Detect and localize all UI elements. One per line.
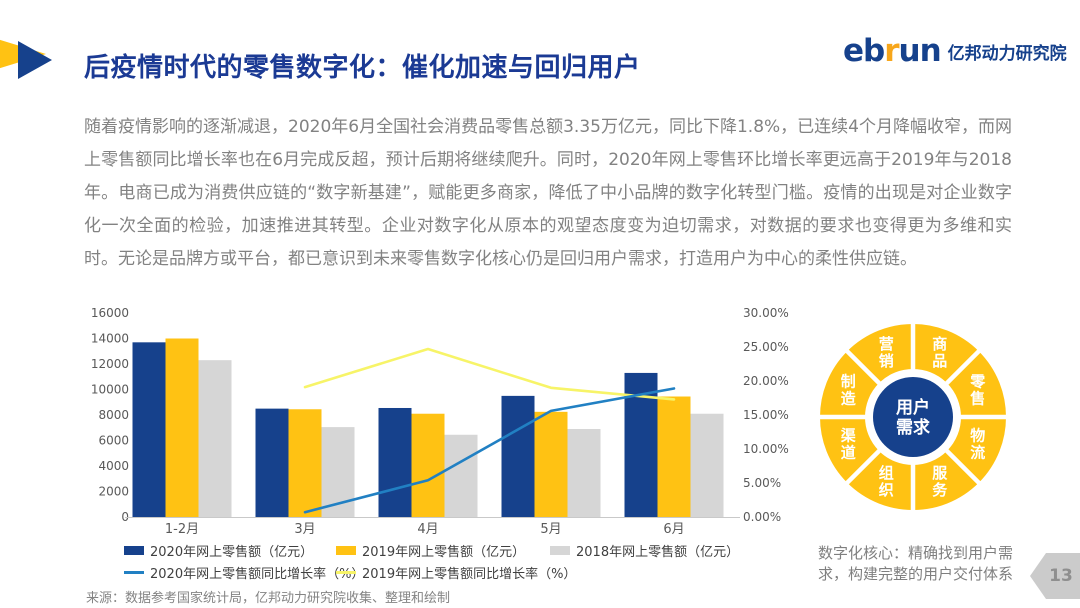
brand-wordmark: ebrun <box>843 33 942 69</box>
left-axis-tick: 10000 <box>91 383 129 397</box>
diagram-caption: 数字化核心：精确找到用户需 求，构建完整的用户交付体系 <box>818 543 1013 585</box>
right-axis-tick: 30.00% <box>743 306 789 320</box>
bar-2018年网上零售额（亿元）-5月 <box>567 429 601 517</box>
wheel-divider <box>942 346 984 388</box>
bar-2019年网上零售额（亿元）-4月 <box>411 413 445 517</box>
growth-line-2019年网上零售额同比增长率（%） <box>303 347 676 401</box>
bar-2020年网上零售额（亿元）-3月 <box>255 408 289 517</box>
legend-label: 2019年网上零售额（亿元） <box>362 544 526 560</box>
legend-swatch-2019-bar <box>336 545 356 555</box>
wheel-center-circle <box>873 377 953 457</box>
page-title: 后疫情时代的零售数字化：催化加速与回归用户 <box>84 53 641 84</box>
chart-legend: 2020年网上零售额（亿元） 2019年网上零售额（亿元） 2018年网上零售额… <box>85 539 805 583</box>
x-category-label: 3月 <box>294 522 315 537</box>
legend-swatch-2020-bar <box>124 545 144 555</box>
bar-2020年网上零售额（亿元）-4月 <box>378 407 412 517</box>
bar-2019年网上零售额（亿元）-3月 <box>288 409 322 517</box>
left-axis-tick: 6000 <box>98 434 129 448</box>
bar-2018年网上零售额（亿元）-1-2月 <box>198 360 232 517</box>
legend-item-2019-bar: 2019年网上零售额（亿元） <box>336 541 550 560</box>
left-axis-tick: 14000 <box>91 332 129 346</box>
bar-2019年网上零售额（亿元）-1-2月 <box>165 338 199 517</box>
legend-label: 2020年网上零售额（亿元） <box>150 544 314 560</box>
chart-canvas: 02000400060008000100001200014000160000.0… <box>91 306 789 537</box>
bar-2020年网上零售额（亿元）-1-2月 <box>132 342 166 517</box>
legend-swatch-2018-bar <box>550 545 570 555</box>
bar-2019年网上零售额（亿元）-5月 <box>534 411 568 517</box>
brand-logo: ebrun 亿邦动力研究院 <box>843 36 1067 67</box>
legend-item-2019-line: 2019年网上零售额同比增长率（%） <box>336 563 576 582</box>
right-axis-tick: 0.00% <box>743 510 781 524</box>
legend-item-2020-line: 2020年网上零售额同比增长率（%） <box>124 563 364 582</box>
legend-label: 2020年网上零售额同比增长率（%） <box>150 566 365 582</box>
wheel-segment-label: 制造 <box>841 373 856 408</box>
growth-line-2020年网上零售额同比增长率（%） <box>303 387 676 514</box>
wheel-segment-label: 物流 <box>970 426 985 461</box>
header-arrow-blue-icon <box>18 41 52 79</box>
wheel-segment-label: 商品 <box>932 335 947 370</box>
legend-label: 2018年网上零售额（亿元） <box>576 544 740 560</box>
bar-2020年网上零售额（亿元）-5月 <box>501 395 535 517</box>
wheel-center-label: 需求 <box>896 417 930 438</box>
body-paragraph: 随着疫情影响的逐渐减退，2020年6月全国社会消费品零售总额3.35万亿元，同比… <box>84 117 1012 269</box>
bar-2018年网上零售额（亿元）-4月 <box>444 434 478 517</box>
caption-line: 数字化核心：精确找到用户需 <box>818 544 1014 562</box>
legend-row: 2020年网上零售额同比增长率（%） 2019年网上零售额同比增长率（%） <box>124 561 805 583</box>
brand-accent-letter: r <box>884 33 899 69</box>
brand-part: eb <box>843 33 885 69</box>
wheel-center-label: 用户 <box>896 397 930 418</box>
wheel-divider <box>942 446 984 488</box>
left-axis-tick: 4000 <box>98 459 129 473</box>
wheel-segment-label: 服务 <box>932 464 948 499</box>
right-axis-tick: 20.00% <box>743 374 789 388</box>
left-axis-tick: 2000 <box>98 485 129 499</box>
legend-swatch-2019-line <box>336 570 356 574</box>
x-category-label: 1-2月 <box>165 522 199 537</box>
wheel-segment-label: 组织 <box>879 464 894 499</box>
legend-item-2020-bar: 2020年网上零售额（亿元） <box>124 541 336 560</box>
wheel-divider <box>842 346 884 388</box>
brand-part: un <box>898 33 942 69</box>
wheel-segment-label: 营销 <box>879 335 894 370</box>
bar-2018年网上零售额（亿元）-6月 <box>690 413 724 517</box>
legend-item-2018-bar: 2018年网上零售额（亿元） <box>550 541 739 560</box>
left-axis-tick: 12000 <box>91 357 129 371</box>
x-category-label: 4月 <box>417 522 438 537</box>
left-axis-tick: 8000 <box>98 408 129 422</box>
retail-combo-chart: 02000400060008000100001200014000160000.0… <box>85 300 805 606</box>
wheel-segment-label: 渠道 <box>841 426 856 461</box>
right-axis-tick: 15.00% <box>743 408 789 422</box>
right-axis-tick: 10.00% <box>743 442 789 456</box>
brand-org-name: 亿邦动力研究院 <box>947 44 1067 64</box>
left-axis-tick: 16000 <box>91 306 129 320</box>
page-number-badge: 13 <box>1030 553 1080 599</box>
legend-swatch-2020-line <box>124 570 144 574</box>
right-axis-tick: 5.00% <box>743 476 781 490</box>
x-category-label: 6月 <box>663 522 684 537</box>
bar-2019年网上零售额（亿元）-6月 <box>657 396 691 517</box>
wheel-segment-label: 零售 <box>969 373 986 408</box>
legend-label: 2019年网上零售额同比增长率（%） <box>362 566 577 582</box>
right-axis-tick: 25.00% <box>743 340 789 354</box>
wheel-divider <box>842 446 884 488</box>
legend-row: 2020年网上零售额（亿元） 2019年网上零售额（亿元） 2018年网上零售额… <box>124 539 805 561</box>
source-note: 来源：数据参考国家统计局，亿邦动力研究院收集、整理和绘制 <box>86 591 451 606</box>
x-category-label: 5月 <box>540 522 561 537</box>
caption-line: 求，构建完整的用户交付体系 <box>818 565 1014 583</box>
page-number: 13 <box>1049 566 1073 586</box>
